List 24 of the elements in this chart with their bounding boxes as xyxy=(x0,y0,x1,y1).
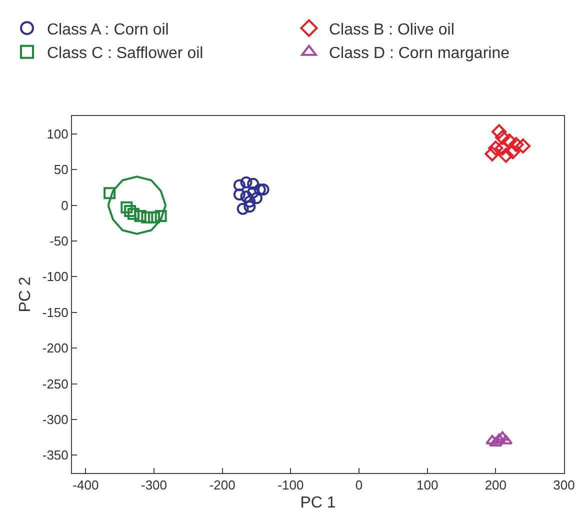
legend-label: Class B : Olive oil xyxy=(329,21,454,38)
y-axis-title: PC 2 xyxy=(17,276,34,312)
y-tick-label: -350 xyxy=(42,448,68,463)
legend-label: Class D : Corn margarine xyxy=(329,45,510,62)
legend-label: Class C : Safflower oil xyxy=(47,45,204,62)
x-tick-label: -300 xyxy=(140,478,168,493)
x-tick-label: -100 xyxy=(278,478,304,493)
x-tick-label: 200 xyxy=(484,478,507,493)
x-tick-label: -200 xyxy=(209,478,236,493)
y-tick-label: -250 xyxy=(42,376,68,392)
y-tick-label: -150 xyxy=(42,304,68,320)
x-tick-label: 100 xyxy=(416,478,438,493)
y-tick-label: 100 xyxy=(46,126,68,142)
y-tick-label: -300 xyxy=(42,412,68,427)
x-tick-label: 0 xyxy=(355,478,363,493)
y-tick-label: 0 xyxy=(61,198,68,213)
legend-label: Class A : Corn oil xyxy=(47,21,169,38)
y-tick-label: -100 xyxy=(42,269,68,284)
x-tick-label: -400 xyxy=(72,478,99,493)
y-tick-label: -200 xyxy=(42,340,68,356)
x-tick-label: 300 xyxy=(553,478,575,493)
y-tick-label: 50 xyxy=(54,162,68,178)
y-tick-label: -50 xyxy=(50,234,68,248)
x-axis-title: PC 1 xyxy=(300,494,336,512)
